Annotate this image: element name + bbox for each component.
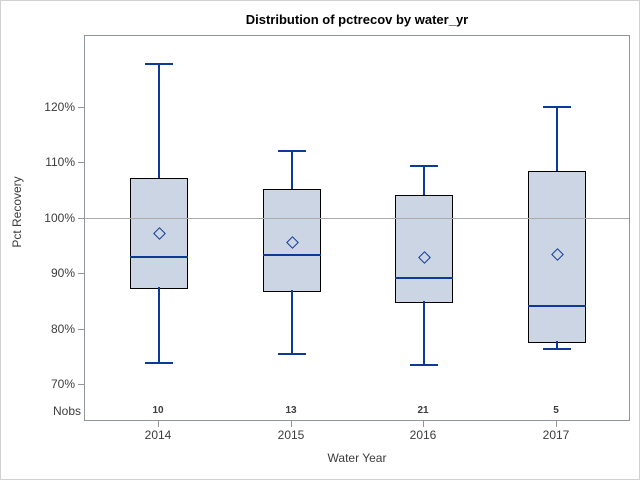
- y-axis-tick-label: 70%: [50, 377, 75, 391]
- x-axis-title: Water Year: [327, 451, 387, 465]
- y-axis-tick: [78, 384, 84, 385]
- y-axis-tick-label: 90%: [50, 266, 75, 280]
- upper-whisker-cap: [278, 149, 306, 152]
- y-axis-tick-label: 100%: [44, 210, 75, 225]
- median-line: [528, 304, 586, 307]
- lower-whisker-line: [291, 290, 293, 354]
- lower-whisker-cap: [278, 352, 306, 355]
- y-axis-tick: [78, 217, 84, 219]
- nobs-value: 21: [417, 405, 429, 416]
- x-axis-tick-label: 2017: [542, 428, 570, 442]
- y-axis-tick: [78, 162, 84, 163]
- x-axis-tick-label: 2016: [409, 428, 437, 442]
- upper-whisker-line: [423, 166, 425, 196]
- median-line: [130, 255, 188, 258]
- median-line: [263, 254, 321, 257]
- median-line: [395, 276, 453, 279]
- x-axis-tick: [157, 421, 159, 427]
- iqr-box: [395, 195, 453, 303]
- nobs-value: 5: [553, 405, 559, 416]
- upper-whisker-cap: [543, 105, 571, 108]
- nobs-row-label: Nobs: [52, 404, 81, 418]
- x-axis-tick: [290, 421, 292, 427]
- nobs-value: 13: [285, 405, 297, 416]
- upper-whisker-cap: [145, 62, 173, 65]
- x-axis-tick: [422, 421, 424, 427]
- y-axis-tick-label: 120%: [44, 99, 75, 114]
- upper-whisker-line: [291, 150, 293, 190]
- y-axis-tick-label: 110%: [45, 155, 75, 169]
- nobs-value: 10: [152, 405, 164, 416]
- lower-whisker-line: [423, 300, 425, 365]
- iqr-box: [130, 177, 188, 289]
- x-axis-tick-label: 2015: [277, 428, 305, 442]
- upper-whisker-line: [556, 106, 558, 171]
- lower-whisker-cap: [145, 361, 173, 364]
- iqr-box: [528, 170, 586, 344]
- x-axis-tick-label: 2014: [144, 428, 172, 442]
- chart-title: Distribution of pctrecov by water_yr: [245, 12, 469, 27]
- reference-line-100pct: [85, 218, 629, 219]
- y-axis-tick: [78, 273, 84, 274]
- upper-whisker-cap: [410, 165, 438, 168]
- plot-area: [84, 35, 630, 421]
- y-axis-tick: [78, 328, 84, 330]
- lower-whisker-line: [158, 286, 160, 363]
- lower-whisker-cap: [410, 364, 438, 367]
- x-axis-tick: [555, 421, 557, 427]
- iqr-box: [263, 189, 321, 293]
- lower-whisker-line: [556, 341, 558, 350]
- y-axis-tick-label: 80%: [50, 321, 75, 336]
- upper-whisker-line: [158, 63, 160, 178]
- lower-whisker-cap: [543, 348, 571, 351]
- y-axis-tick: [78, 106, 84, 108]
